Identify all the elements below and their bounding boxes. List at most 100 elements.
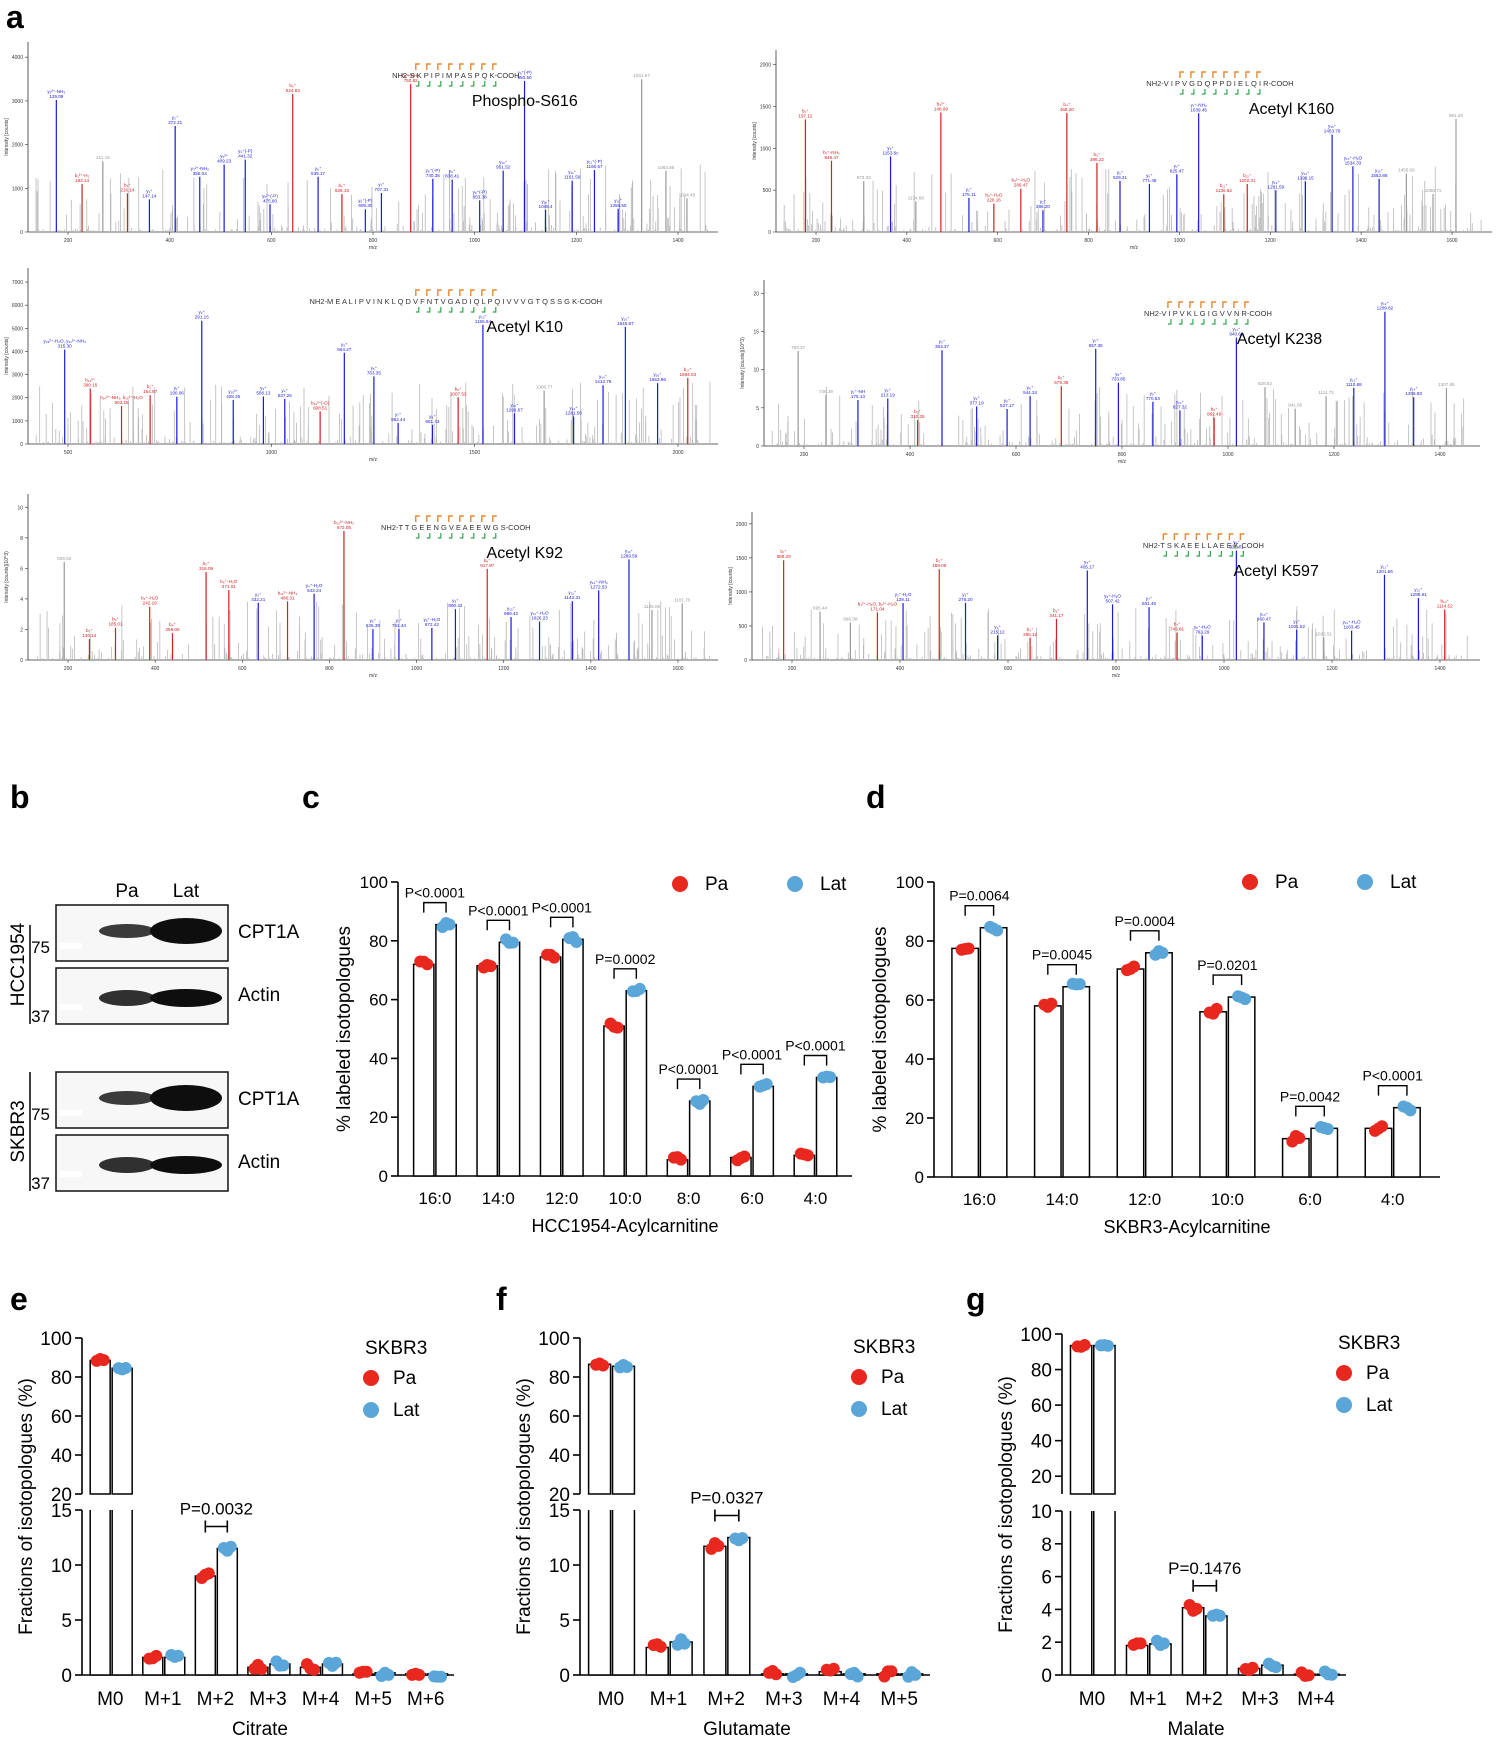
spectrum-peak-ion: y₁₅⁺ [621, 316, 630, 321]
spectrum-y-tick-label: 4 [20, 597, 23, 603]
spectrum-peak-ion: y₉⁺ [449, 168, 456, 173]
significance-bracket [1295, 1105, 1325, 1117]
spectrum-peptide: NH2-V I P V K L G I G V V N R-COOH [1144, 309, 1272, 318]
mw-marker: 75 [31, 938, 50, 957]
spectrum-x-tick-label: 600 [1004, 666, 1013, 672]
fragment-bracket-b [459, 515, 464, 522]
data-point [119, 1361, 132, 1374]
spectrum-peak-ion: y₉⁺ [1293, 619, 1300, 624]
data-point [620, 1360, 633, 1373]
data-point [1190, 1602, 1203, 1615]
x-tick-label: 12:0 [545, 1189, 578, 1208]
spectrum-y-label: Intensity [counts](10^3) [740, 337, 746, 389]
spectrum-peak-label: 707.31 [374, 187, 388, 192]
spectrum-1: 0 1000 2000 3000 4000 200 400 600 800 1000 1200 140… [4, 42, 718, 251]
spectrum-peak-ion: y₈⁺-H₂O [1194, 625, 1211, 630]
spectrum-peak-ion: y₁₁⁺ [1381, 564, 1389, 569]
y-tick-label: 5 [61, 1611, 72, 1632]
spectrum-peak-label: 390.16 [83, 383, 97, 388]
spectrum-x-tick-label: 400 [151, 666, 160, 672]
spectrum-peak-label: 213.19 [881, 393, 895, 398]
spectrum-y-tick-label: 2000 [12, 143, 23, 149]
spectrum-y-label: Intensity [counts](10^3) [4, 551, 10, 603]
bar-pa [1116, 968, 1145, 1178]
data-point [1045, 997, 1058, 1010]
fragment-bracket-y [1245, 89, 1250, 95]
spectrum-peak-ion: b₁₇⁺ [684, 367, 693, 372]
y-tick-label: 0 [915, 1168, 924, 1187]
bar-lat [1392, 1106, 1421, 1178]
data-point [633, 982, 646, 995]
fragment-bracket-y [1234, 89, 1239, 95]
spectrum-peak-ion: b₄⁺ [169, 622, 176, 627]
significance-bracket [676, 1078, 701, 1090]
legend-marker-lat [1336, 1397, 1352, 1413]
spectrum-x-tick-label: 1000 [411, 666, 422, 672]
spectrum-peak-ion: y₇⁺ [396, 618, 403, 623]
y-tick-label: 100 [360, 873, 388, 892]
significance-bracket [1377, 1084, 1408, 1096]
spectrum-peak-label: 539.17 [311, 171, 325, 176]
spectrum-y-tick-label: 1000 [736, 590, 747, 596]
spectrum-peak-ion: y₈⁺(-P) [426, 168, 441, 173]
bar-pa-lower [587, 1510, 612, 1676]
band-label: Actin [238, 985, 280, 1006]
spectrum-peak-label: 890.42 [448, 603, 462, 608]
spectrum-peak-label: 1007.53 [450, 391, 467, 396]
x-axis-label: Glutamate [703, 1719, 791, 1740]
bar-pa [603, 1025, 625, 1177]
bar-lat-upper [111, 1367, 133, 1495]
significance-bracket [486, 919, 511, 931]
data-point [1073, 978, 1086, 991]
spectrum-x-tick-label: 1200 [1326, 666, 1337, 672]
spectrum-peak-label: 148.09 [934, 107, 948, 112]
spectrum-y-tick-label: 15 [753, 329, 759, 335]
fragment-bracket-y [448, 81, 453, 87]
x-tick-label: M0 [598, 1689, 624, 1710]
fragment-bracket-y [1200, 319, 1205, 325]
cell-line-label: HCC1954 [8, 922, 29, 1006]
data-point [885, 1665, 898, 1678]
y-tick-label: 80 [549, 1368, 570, 1389]
y-axis-label: % labeled isotopologues [334, 926, 355, 1132]
x-tick-label: M+1 [144, 1689, 182, 1710]
spectrum-peak-ion: y₂⁺ [198, 310, 205, 315]
y-tick-label: 10 [1031, 1502, 1052, 1523]
spectrum-peak-label: 672.05 [337, 525, 351, 530]
spectrum-peak-ion: y₁₆⁺ [654, 372, 663, 377]
chart-panel-f: 20 40 60 80 100 0 5 10 15 Fractions of isotopolog… [514, 1329, 930, 1740]
fragment-bracket-b [1173, 533, 1179, 540]
data-point [570, 935, 583, 948]
spectrum-peptide: NH2-S K P I P I M P A S P Q K-COOH [392, 71, 519, 80]
spectrum-peak-ion: y₂⁺ [885, 388, 892, 393]
spectrum-peak-label: 749.81 [1170, 627, 1184, 632]
spectrum-x-tick-label: 500 [64, 450, 73, 456]
spectrum-peak-label: 601.46 [1142, 601, 1156, 606]
fragment-bracket-b [415, 289, 420, 296]
spectrum-peak-label: 1155.64 [475, 319, 492, 324]
spectrum-peak-label: 1455.66 [1398, 168, 1415, 173]
p-value-label: P<0.0001 [405, 885, 466, 901]
bar-lat [727, 1536, 751, 1676]
panel-letter-d: d [866, 779, 886, 815]
spectrum-peak-ion: b₆⁺-H₂O [220, 579, 237, 584]
spectrum-peak-ion: y₅²⁺ [220, 154, 229, 159]
fragment-bracket-b [470, 63, 475, 70]
spectrum-x-tick-label: 2000 [672, 450, 683, 456]
y-tick-label: 10 [549, 1556, 570, 1577]
data-point [1213, 1609, 1226, 1622]
spectrum-peak-ion: y₁₁⁺-H₂O [1343, 620, 1361, 625]
data-point [484, 960, 497, 973]
spectrum-y-tick-label: 0 [20, 442, 23, 448]
spectrum-peak-ion: y₁₃⁺ [1272, 179, 1281, 184]
x-axis-label: Malate [1167, 1719, 1224, 1740]
spectrum-peak-label: 609.30 [358, 203, 372, 208]
spectrum-x-tick-label: 400 [906, 452, 915, 458]
spectrum-peak-label: 355.04 [193, 171, 207, 176]
spectrum-peak-ion: b₁²⁺-H₂ [75, 173, 90, 178]
significance-bracket [1047, 964, 1077, 975]
fragment-bracket-b [448, 515, 453, 522]
spectrum-peak-ion: y₆⁺(-P) [358, 198, 373, 203]
spectrum-peak-label: 1056.71 [1425, 188, 1442, 193]
spectrum-peak-label: 129.09 [49, 94, 63, 99]
